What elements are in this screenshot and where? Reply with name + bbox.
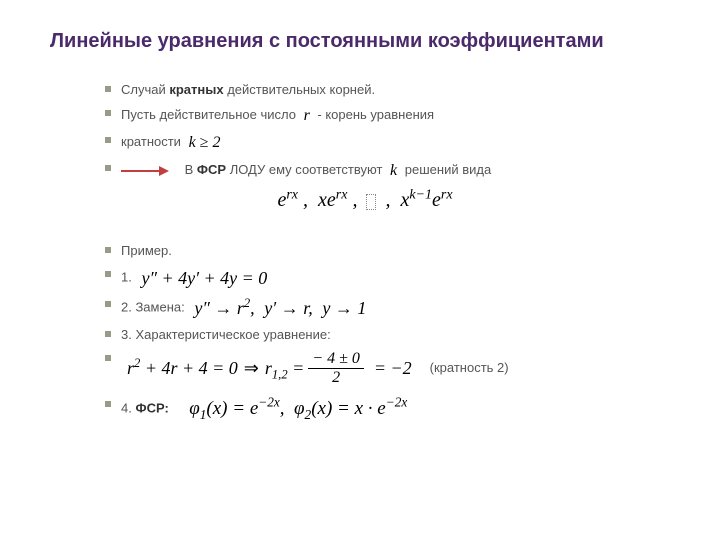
b1-post: действительных корней. (224, 82, 376, 97)
math-k: k (390, 162, 397, 179)
imply-icon: ⇒ (244, 356, 259, 380)
formula-fsr: φ1(x) = e−2x, φ2(x) = x · e−2x (189, 398, 407, 419)
b2-post: - корень уравнения (314, 107, 434, 122)
bullet-3: кратности k ≥ 2 (105, 132, 680, 154)
b1-bold: кратных (169, 82, 223, 97)
formula-roots-frac: − 4 ± 0 2 (308, 350, 364, 386)
formula-roots-lhs: r1,2 = (265, 356, 304, 380)
b7-pre: 2. Замена: (121, 300, 188, 315)
b4-bold: ФСР (197, 162, 226, 177)
b3-pre: кратности (121, 134, 185, 149)
formula-solutions: erx , xerx , , xk−1erx (50, 189, 680, 212)
b10-bold: ФСР: (135, 400, 168, 415)
bullet-2: Пусть действительное число r - корень ур… (105, 105, 680, 127)
formula-subst3: y → 1 (322, 298, 366, 318)
math-kge2: k ≥ 2 (189, 134, 221, 151)
bullet-5: Пример. (105, 242, 680, 260)
bullet-7: 2. Замена: y″ → r2, y′ → r, y → 1 (105, 296, 680, 320)
math-r: r (304, 107, 310, 124)
formula-ode: y″ + 4y′ + 4y = 0 (141, 268, 267, 288)
b8: 3. Характеристическое уравнение: (121, 327, 331, 342)
frac-den: 2 (308, 369, 364, 387)
bullet-list-2: Пример. 1. y″ + 4y′ + 4y = 0 2. Замена: … (50, 242, 680, 422)
b2-pre: Пусть действительное число (121, 107, 300, 122)
arrow-icon (121, 164, 169, 178)
formula-roots-rhs: = −2 (374, 356, 412, 380)
bullet-8: 3. Характеристическое уравнение: (105, 326, 680, 344)
b1-pre: Случай (121, 82, 169, 97)
b6-pre: 1. (121, 269, 135, 284)
formula-subst2: y′ → r, (264, 298, 312, 318)
slide-title: Линейные уравнения с постоянными коэффиц… (50, 30, 680, 53)
bullet-10: 4. ФСР: φ1(x) = e−2x, φ2(x) = x · e−2x (105, 396, 680, 422)
b10-pre: 4. (121, 400, 135, 415)
slide: Линейные уравнения с постоянными коэффиц… (0, 0, 720, 540)
frac-num: − 4 ± 0 (308, 350, 364, 369)
formula-char: r2 + 4r + 4 = 0 (127, 356, 238, 380)
bullet-9: r2 + 4r + 4 = 0 ⇒ r1,2 = − 4 ± 0 2 = −2 … (105, 350, 680, 386)
bullet-4: В ФСР ЛОДУ ему соответствуют k решений в… (105, 160, 680, 182)
b4-pre: В (185, 162, 197, 177)
b4-post: решений вида (401, 162, 491, 177)
formula-subst1: y″ → r2, (194, 298, 254, 318)
multiplicity-note: (кратность 2) (430, 359, 509, 377)
b5: Пример. (121, 243, 172, 258)
bullet-1: Случай кратных действительных корней. (105, 81, 680, 99)
bullet-6: 1. y″ + 4y′ + 4y = 0 (105, 266, 680, 290)
bullet-list: Случай кратных действительных корней. Пу… (50, 81, 680, 181)
b4-mid: ЛОДУ ему соответствуют (226, 162, 386, 177)
